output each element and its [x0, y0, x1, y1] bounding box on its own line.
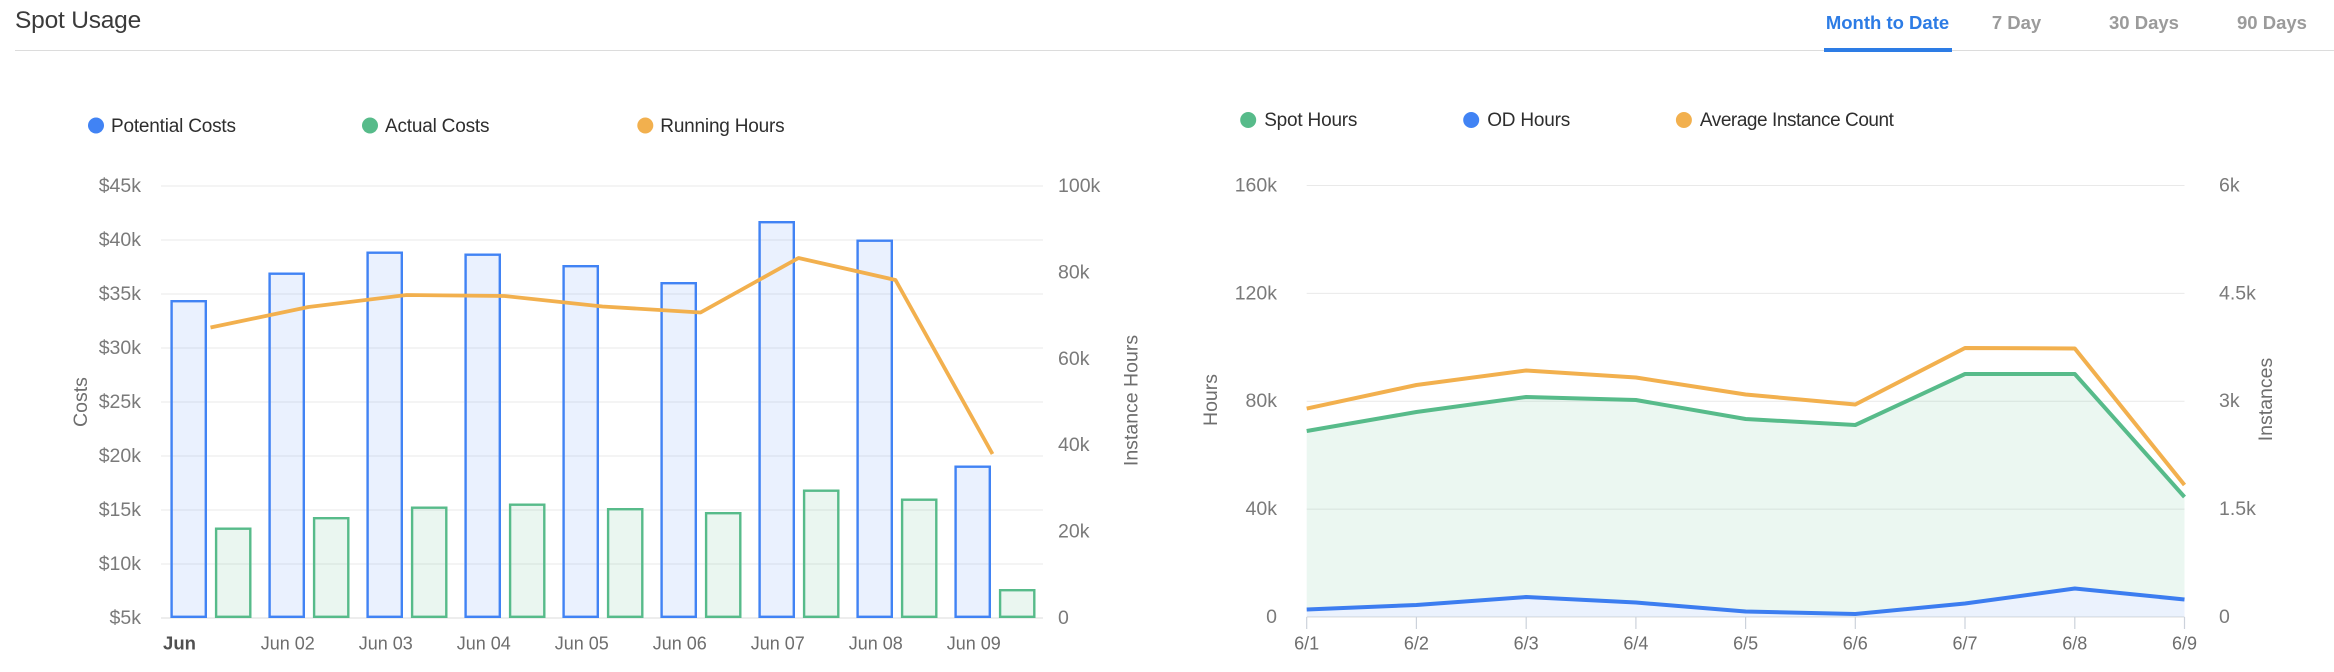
svg-text:Jun 09: Jun 09 — [947, 634, 1001, 654]
svg-text:Spot Hours: Spot Hours — [1264, 110, 1357, 131]
svg-text:Actual Costs: Actual Costs — [385, 116, 489, 137]
svg-text:Jun 02: Jun 02 — [261, 634, 315, 654]
svg-text:Jun 08: Jun 08 — [849, 634, 903, 654]
svg-text:3k: 3k — [2219, 390, 2240, 412]
svg-text:0: 0 — [1058, 607, 1069, 629]
svg-text:Instances: Instances — [2255, 358, 2277, 442]
svg-text:$30k: $30k — [99, 337, 142, 359]
svg-text:Average Instance Count: Average Instance Count — [1700, 110, 1895, 131]
svg-text:0: 0 — [2219, 606, 2230, 628]
svg-text:6/7: 6/7 — [1952, 634, 1977, 654]
svg-text:$40k: $40k — [99, 229, 142, 251]
svg-text:6/8: 6/8 — [2062, 634, 2087, 654]
svg-text:Jun 04: Jun 04 — [457, 634, 511, 654]
svg-text:6/2: 6/2 — [1404, 634, 1429, 654]
svg-text:OD Hours: OD Hours — [1487, 110, 1570, 131]
svg-text:6/6: 6/6 — [1843, 634, 1868, 654]
svg-text:Costs: Costs — [70, 377, 92, 427]
svg-text:Potential Costs: Potential Costs — [111, 116, 236, 137]
svg-text:6/5: 6/5 — [1733, 634, 1758, 654]
svg-text:6/4: 6/4 — [1623, 634, 1648, 654]
svg-text:20k: 20k — [1058, 521, 1090, 543]
svg-text:6k: 6k — [2219, 175, 2240, 197]
svg-text:$20k: $20k — [99, 445, 142, 467]
svg-text:$35k: $35k — [99, 283, 142, 305]
svg-text:60k: 60k — [1058, 348, 1090, 370]
svg-text:40k: 40k — [1058, 434, 1090, 456]
svg-text:100k: 100k — [1058, 175, 1101, 197]
svg-text:Hours: Hours — [1200, 374, 1222, 426]
svg-text:0: 0 — [1266, 606, 1277, 628]
svg-text:Instance Hours: Instance Hours — [1121, 335, 1143, 466]
svg-text:Jun 06: Jun 06 — [653, 634, 707, 654]
svg-text:$25k: $25k — [99, 391, 142, 413]
svg-text:$10k: $10k — [99, 553, 142, 575]
svg-text:6/1: 6/1 — [1294, 634, 1319, 654]
svg-text:160k: 160k — [1235, 175, 1278, 197]
svg-text:Jun 05: Jun 05 — [555, 634, 609, 654]
svg-text:40k: 40k — [1246, 498, 1278, 520]
svg-text:$5k: $5k — [110, 607, 142, 629]
svg-text:Jun: Jun — [163, 633, 196, 654]
svg-text:80k: 80k — [1058, 261, 1090, 283]
svg-text:6/3: 6/3 — [1514, 634, 1539, 654]
svg-text:6/9: 6/9 — [2172, 634, 2197, 654]
svg-text:$15k: $15k — [99, 499, 142, 521]
svg-text:Running Hours: Running Hours — [660, 116, 784, 137]
svg-text:Jun 07: Jun 07 — [751, 634, 805, 654]
svg-text:80k: 80k — [1246, 390, 1278, 412]
svg-text:4.5k: 4.5k — [2219, 282, 2256, 304]
svg-text:Jun 03: Jun 03 — [359, 634, 413, 654]
svg-text:1.5k: 1.5k — [2219, 498, 2256, 520]
svg-text:$45k: $45k — [99, 175, 142, 197]
svg-text:120k: 120k — [1235, 282, 1278, 304]
